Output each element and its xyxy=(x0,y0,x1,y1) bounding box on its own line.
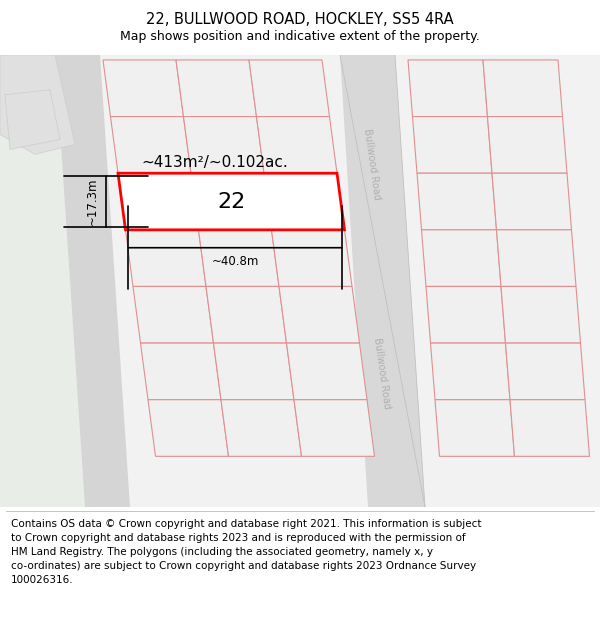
Polygon shape xyxy=(118,173,344,230)
Text: 22: 22 xyxy=(217,191,245,211)
Polygon shape xyxy=(55,55,130,507)
Polygon shape xyxy=(0,55,85,507)
Polygon shape xyxy=(176,60,257,117)
Polygon shape xyxy=(340,55,425,507)
Polygon shape xyxy=(417,173,497,230)
Polygon shape xyxy=(426,286,505,343)
Polygon shape xyxy=(221,400,302,456)
Polygon shape xyxy=(431,343,510,400)
Polygon shape xyxy=(294,400,374,456)
Polygon shape xyxy=(510,400,589,456)
Polygon shape xyxy=(118,173,199,230)
Polygon shape xyxy=(110,117,191,173)
Polygon shape xyxy=(413,117,492,173)
Polygon shape xyxy=(133,286,214,343)
Polygon shape xyxy=(249,60,329,117)
Polygon shape xyxy=(191,173,271,230)
Polygon shape xyxy=(148,400,229,456)
Polygon shape xyxy=(257,117,337,173)
Polygon shape xyxy=(140,343,221,400)
Polygon shape xyxy=(487,117,567,173)
Polygon shape xyxy=(435,400,515,456)
Polygon shape xyxy=(287,343,367,400)
Polygon shape xyxy=(0,55,600,507)
Polygon shape xyxy=(408,60,487,117)
Text: ~17.3m: ~17.3m xyxy=(86,177,98,225)
Text: Bullwood Road: Bullwood Road xyxy=(372,336,392,409)
Text: Bullwood Road: Bullwood Road xyxy=(362,128,382,201)
Polygon shape xyxy=(184,117,264,173)
Text: ~413m²/~0.102ac.: ~413m²/~0.102ac. xyxy=(142,155,289,170)
Polygon shape xyxy=(501,286,581,343)
Polygon shape xyxy=(199,230,279,286)
Polygon shape xyxy=(483,60,563,117)
Polygon shape xyxy=(125,230,206,286)
Polygon shape xyxy=(206,286,287,343)
Polygon shape xyxy=(271,230,352,286)
Text: Map shows position and indicative extent of the property.: Map shows position and indicative extent… xyxy=(120,30,480,43)
Polygon shape xyxy=(497,230,576,286)
Polygon shape xyxy=(5,90,60,149)
Polygon shape xyxy=(505,343,585,400)
Text: Contains OS data © Crown copyright and database right 2021. This information is : Contains OS data © Crown copyright and d… xyxy=(11,519,481,585)
Polygon shape xyxy=(264,173,344,230)
Polygon shape xyxy=(421,230,501,286)
Polygon shape xyxy=(492,173,571,230)
Polygon shape xyxy=(279,286,359,343)
Text: ~40.8m: ~40.8m xyxy=(211,255,259,268)
Polygon shape xyxy=(0,55,75,154)
Polygon shape xyxy=(214,343,294,400)
Text: 22, BULLWOOD ROAD, HOCKLEY, SS5 4RA: 22, BULLWOOD ROAD, HOCKLEY, SS5 4RA xyxy=(146,12,454,27)
Polygon shape xyxy=(103,60,184,117)
